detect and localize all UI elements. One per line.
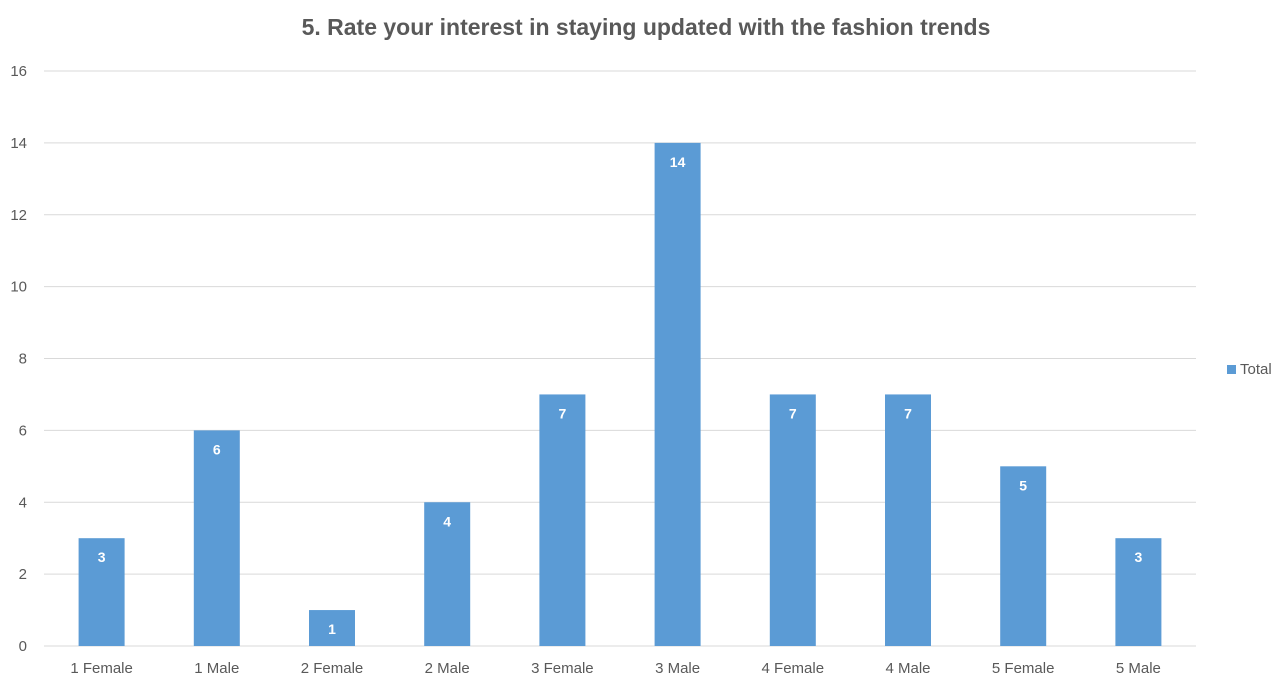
y-tick-label: 14 — [10, 135, 27, 152]
bar — [885, 394, 931, 646]
y-tick-label: 4 — [19, 494, 27, 511]
data-label: 7 — [789, 405, 797, 421]
data-label: 1 — [328, 621, 336, 637]
data-label: 7 — [559, 405, 567, 421]
bar — [654, 142, 701, 646]
legend-swatch — [1227, 365, 1236, 374]
bar — [539, 394, 586, 646]
bar — [193, 430, 240, 646]
y-tick-label: 6 — [19, 422, 27, 439]
bar — [1000, 466, 1047, 646]
y-tick-label: 8 — [19, 351, 27, 368]
y-tick-label: 16 — [10, 63, 27, 80]
data-label: 7 — [904, 405, 912, 421]
x-tick-label: 1 Male — [194, 660, 239, 677]
data-label: 14 — [670, 154, 686, 170]
data-label: 5 — [1019, 477, 1027, 493]
y-tick-label: 2 — [19, 566, 27, 583]
bar — [1115, 538, 1162, 646]
legend-label: Total — [1240, 361, 1272, 378]
legend: Total — [1227, 361, 1272, 378]
data-label: 4 — [443, 513, 451, 529]
x-tick-label: 4 Female — [762, 660, 825, 677]
bar — [309, 610, 355, 646]
y-tick-label: 12 — [10, 207, 27, 224]
x-tick-label: 5 Male — [1116, 660, 1161, 677]
data-label: 6 — [213, 441, 221, 457]
x-tick-label: 4 Male — [885, 660, 930, 677]
x-tick-label: 2 Male — [425, 660, 470, 677]
x-tick-label: 3 Male — [655, 660, 700, 677]
x-tick-label: 3 Female — [531, 660, 594, 677]
y-tick-label: 10 — [10, 279, 27, 296]
data-label: 3 — [1135, 549, 1143, 565]
bar — [424, 502, 471, 646]
x-tick-label: 1 Female — [70, 660, 133, 677]
bar — [78, 538, 125, 646]
bar — [769, 394, 816, 646]
data-label: 3 — [98, 549, 106, 565]
x-tick-label: 5 Female — [992, 660, 1055, 677]
x-tick-label: 2 Female — [301, 660, 364, 677]
chart-title: 5. Rate your interest in staying updated… — [301, 14, 991, 40]
y-tick-label: 0 — [19, 638, 27, 655]
